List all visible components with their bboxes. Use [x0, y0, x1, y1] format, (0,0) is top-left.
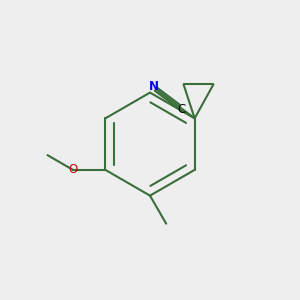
Text: O: O: [68, 164, 78, 176]
Text: N: N: [148, 80, 158, 93]
Text: C: C: [178, 103, 186, 116]
